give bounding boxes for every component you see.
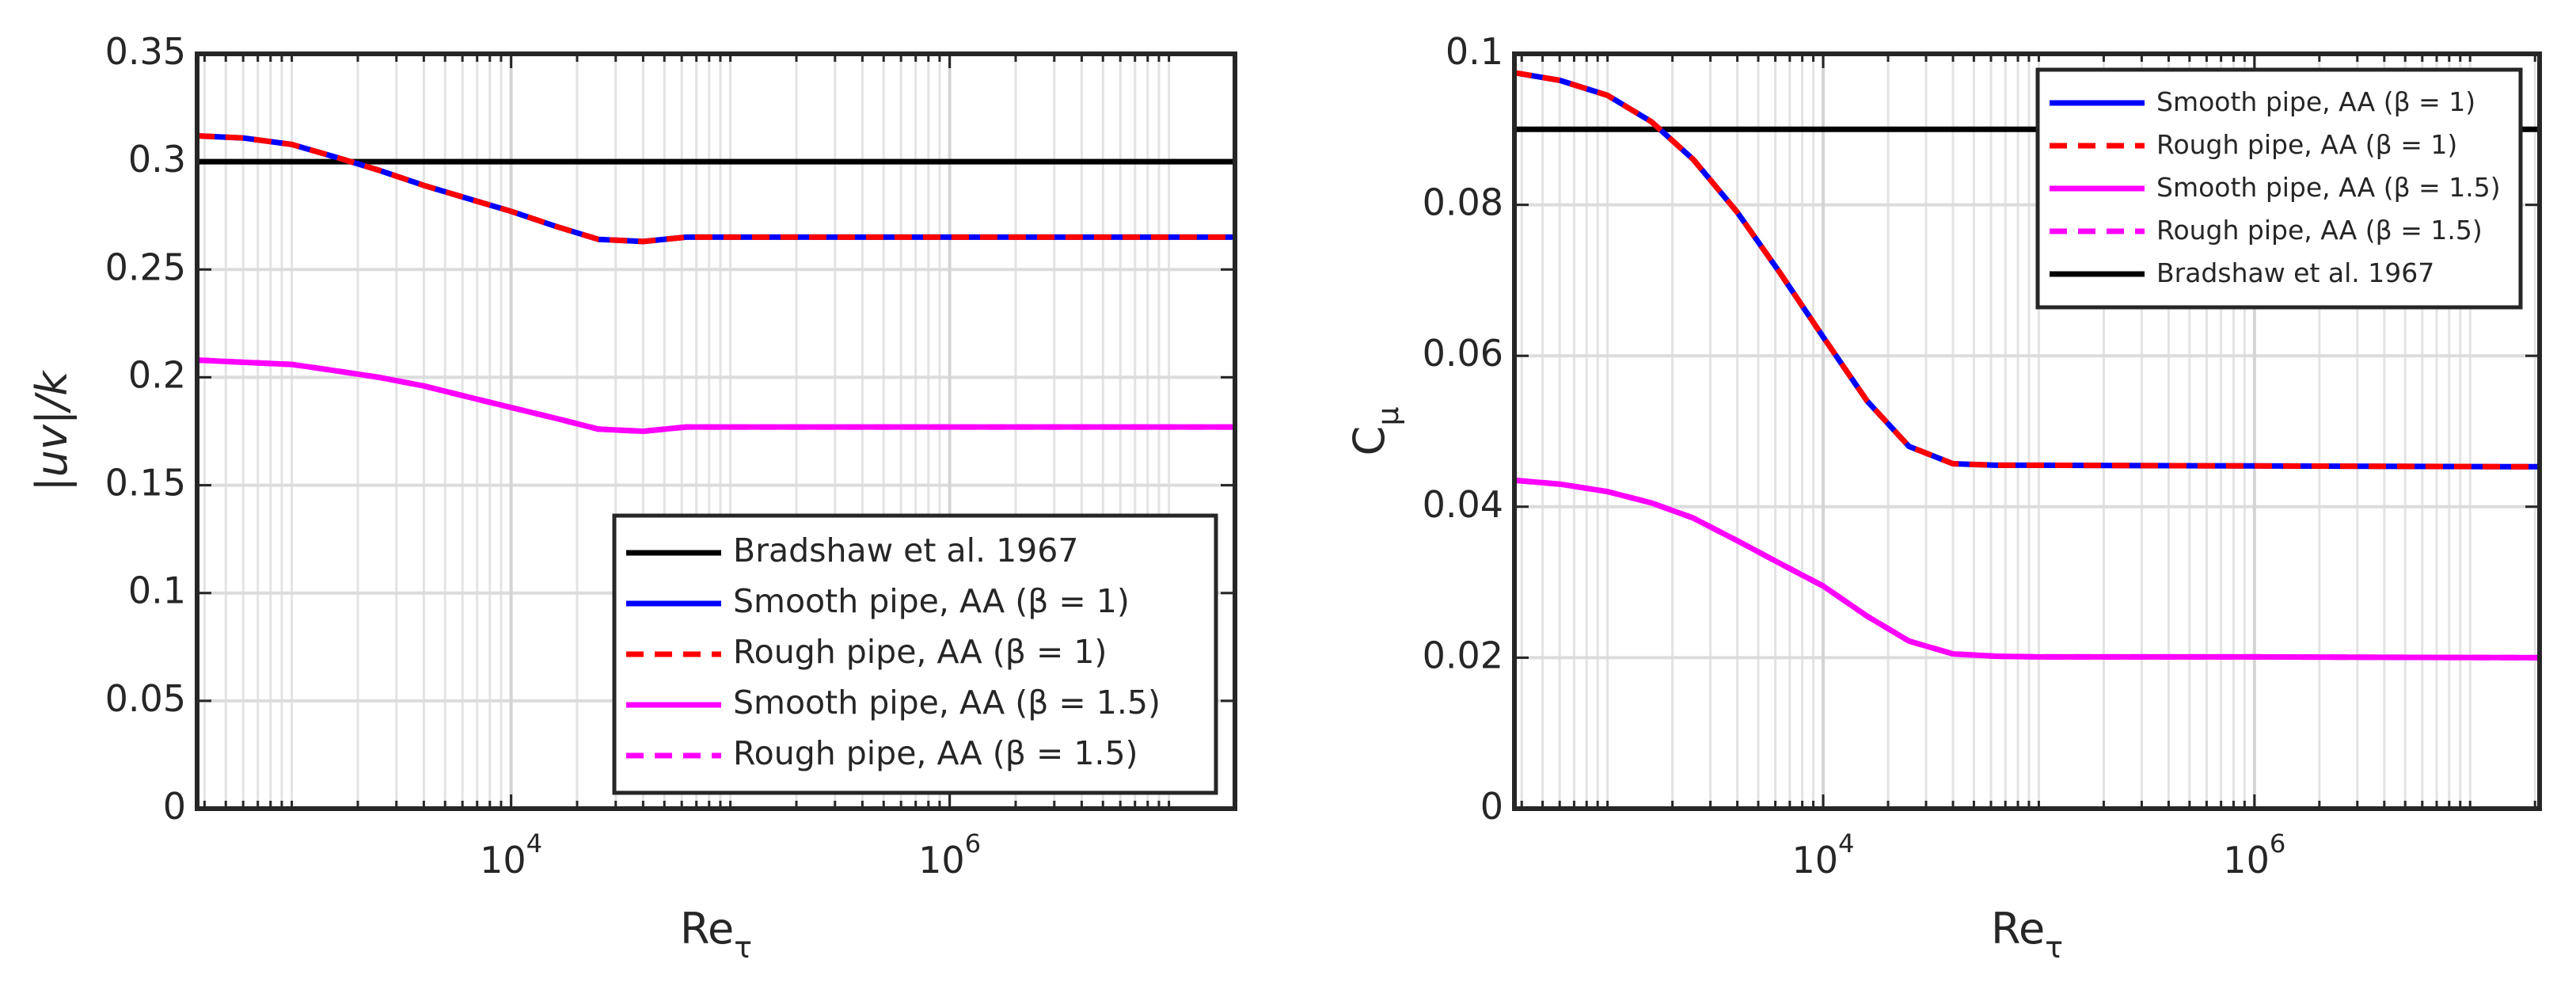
y-tick-label: 0 xyxy=(1480,785,1503,828)
series-line xyxy=(1514,477,2540,661)
y-tick-label: 0.3 xyxy=(128,138,186,181)
y-tick-label: 0.1 xyxy=(128,569,186,611)
x-tick-label: 104 xyxy=(480,828,542,882)
y-tick-label: 0.08 xyxy=(1423,181,1503,223)
axes-box xyxy=(195,51,1237,811)
legend-label: Rough pipe, AA (β = 1) xyxy=(2156,129,2457,160)
axes: 0 0.02 0.04 0.06 0.08 0.1 104 106 Reτ Cμ Smooth pi… xyxy=(1344,30,2542,965)
y-tick-label: 0.02 xyxy=(1423,634,1503,676)
legend-label: Rough pipe, AA (β = 1.5) xyxy=(2156,215,2483,246)
legend-label: Smooth pipe, AA (β = 1.5) xyxy=(733,684,1161,722)
axes: 0 0.05 0.1 0.15 0.2 0.25 0.3 0.35 104 106 Reτ |uv|/… xyxy=(27,30,1237,965)
legend-label: Bradshaw et al. 1967 xyxy=(2156,257,2434,288)
x-tick-label: 104 xyxy=(1792,828,1855,882)
series-line xyxy=(196,133,1235,245)
y-tick-label: 0.2 xyxy=(128,353,186,396)
y-tick-label: 0.25 xyxy=(105,246,186,288)
y-tick-label: 0.04 xyxy=(1423,482,1503,525)
legend-label: Smooth pipe, AA (β = 1.5) xyxy=(2156,172,2501,203)
x-tick-label: 106 xyxy=(918,828,981,882)
y-axis-label: |uv|/k xyxy=(27,369,77,492)
legend-label: Smooth pipe, AA (β = 1) xyxy=(733,582,1130,620)
x-axis-label: Reτ xyxy=(680,904,752,965)
y-tick-label: 0.1 xyxy=(1446,30,1503,73)
x-axis-label: Reτ xyxy=(1991,904,2063,965)
x-tick-label: 106 xyxy=(2223,828,2285,882)
y-tick-label: 0.15 xyxy=(105,461,186,504)
series-line xyxy=(196,357,1235,434)
series-line xyxy=(1514,70,2540,470)
y-axis-label: Cμ xyxy=(1344,407,1405,456)
y-tick-label: 0.35 xyxy=(105,30,186,73)
y-tick-label: 0.06 xyxy=(1423,332,1503,375)
legend-label: Rough pipe, AA (β = 1) xyxy=(733,633,1107,671)
legend-label: Bradshaw et al. 1967 xyxy=(733,531,1078,569)
legend: Bradshaw et al. 1967 Smooth pipe, AA (β =… xyxy=(612,513,1218,795)
legend-label: Rough pipe, AA (β = 1.5) xyxy=(733,734,1138,772)
y-tick-label: 0 xyxy=(163,785,186,828)
legend: Smooth pipe, AA (β = 1) Rough pipe, AA (β… xyxy=(2035,67,2523,310)
axes-box xyxy=(1512,51,2542,811)
legend-label: Smooth pipe, AA (β = 1) xyxy=(2156,86,2475,117)
y-tick-label: 0.05 xyxy=(105,676,186,719)
